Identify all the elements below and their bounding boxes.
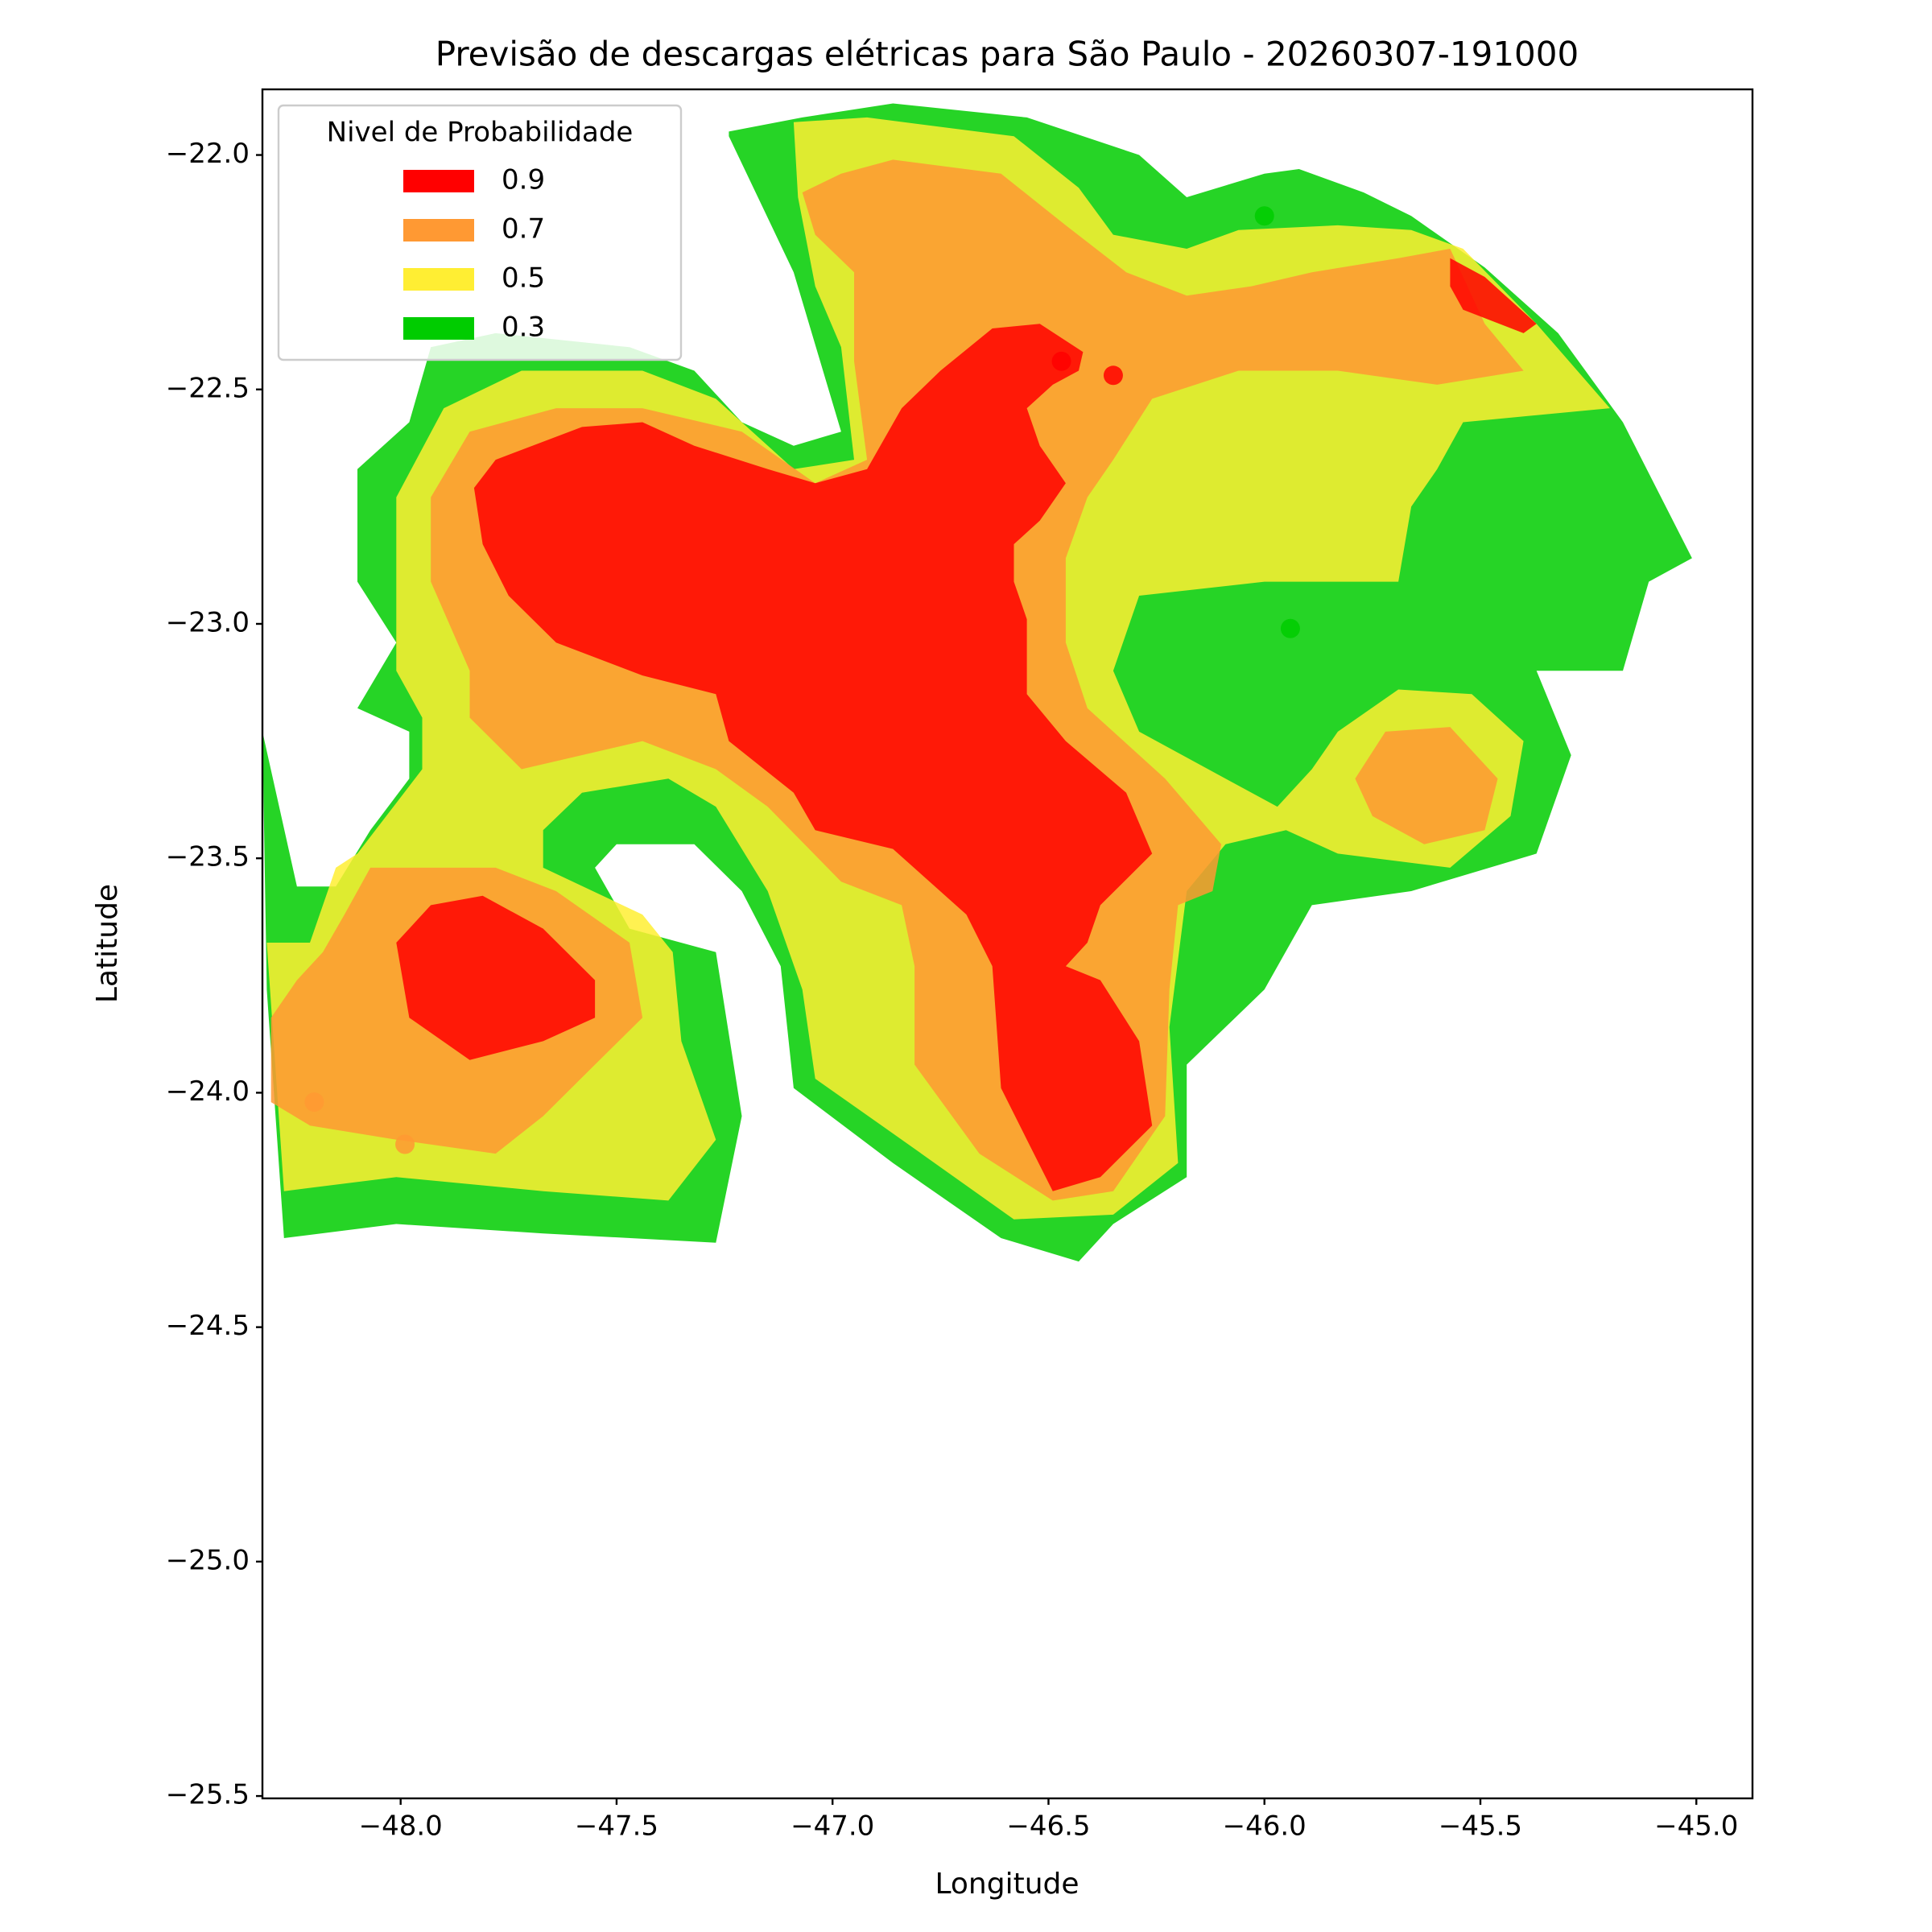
legend-label: 0.7: [502, 213, 545, 246]
x-tick-label: −47.5: [575, 1810, 658, 1843]
plot-area: [262, 103, 1692, 1262]
y-tick-label: −25.5: [166, 1779, 250, 1811]
contour-region: [1355, 727, 1498, 844]
axes-frame: [261, 88, 1754, 1800]
y-tick-label: −23.0: [166, 606, 250, 638]
legend-swatch: [403, 170, 474, 192]
lightning-point: [1280, 618, 1300, 638]
x-tick-label: −45.5: [1439, 1810, 1522, 1843]
y-tick-label: −24.0: [166, 1075, 250, 1108]
legend-swatch: [403, 317, 474, 340]
legend-swatch: [403, 268, 474, 291]
contour-region: [1450, 258, 1537, 333]
x-tick-label: −46.5: [1006, 1810, 1090, 1843]
lightning-point: [304, 1092, 324, 1113]
y-tick-label: −25.0: [166, 1544, 250, 1576]
contour-region: [396, 895, 596, 1060]
lightning-point: [1103, 365, 1123, 386]
y-axis-label: Latitude: [91, 884, 124, 1003]
legend-label: 0.9: [502, 164, 545, 196]
y-tick-label: −24.5: [166, 1310, 250, 1342]
y-tick-label: −22.0: [166, 138, 250, 170]
x-tick-label: −47.0: [791, 1810, 874, 1843]
x-tick-label: −48.0: [359, 1810, 443, 1843]
chart-title: Previsão de descargas elétricas para São…: [436, 35, 1579, 74]
lightning-point: [1254, 206, 1274, 226]
legend: Nivel de Probabilidade 0.9 0.7 0.5 0.3: [277, 104, 683, 361]
lightning-point: [395, 1134, 415, 1154]
x-tick-label: −46.0: [1223, 1810, 1307, 1843]
legend-label: 0.3: [502, 312, 545, 344]
x-axis-label: Longitude: [935, 1868, 1079, 1901]
y-tick-label: −22.5: [166, 372, 250, 404]
legend-label: 0.5: [502, 262, 545, 295]
contour-region: [473, 324, 1153, 1191]
legend-swatch: [403, 219, 474, 242]
x-tick-label: −45.0: [1654, 1810, 1738, 1843]
legend-box: [277, 104, 683, 361]
y-tick-label: −23.5: [166, 841, 250, 873]
legend-title: Nivel de Probabilidade: [327, 117, 634, 149]
lightning-point: [1051, 351, 1071, 371]
